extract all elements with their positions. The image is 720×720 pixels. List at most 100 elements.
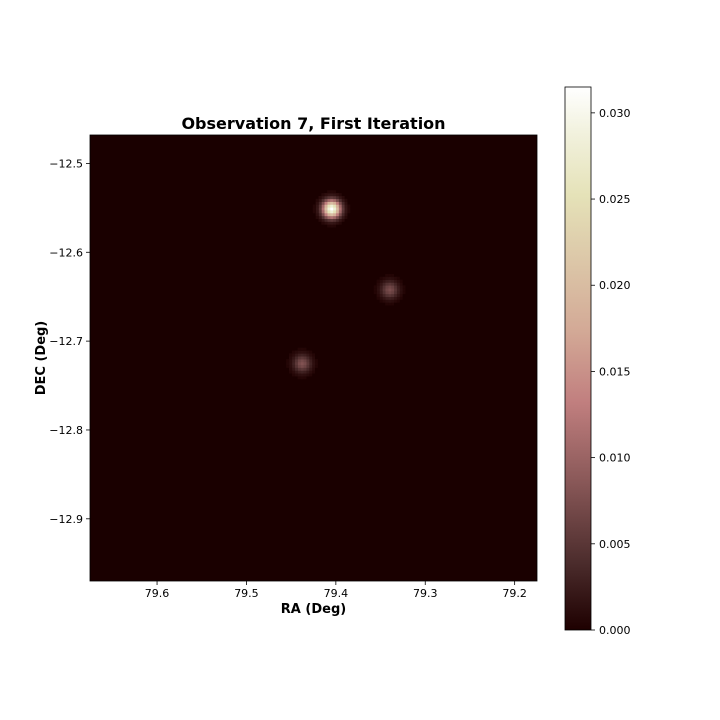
heatmap-pixel — [314, 361, 318, 366]
heatmap-pixel — [399, 291, 403, 295]
x-axis-label: RA (Deg) — [281, 602, 346, 617]
heatmap-pixel — [390, 299, 395, 303]
heatmap-pixel — [324, 221, 328, 225]
heatmap-pixel — [393, 276, 397, 280]
heatmap-pixel — [324, 213, 328, 217]
heatmap-pixel — [311, 367, 316, 371]
heatmap-pixel — [338, 221, 342, 225]
heatmap-pixel — [318, 210, 322, 214]
heatmap-pixel — [388, 302, 392, 306]
heatmap-pixel — [311, 353, 316, 357]
heatmap-pixel — [303, 347, 307, 351]
heatmap-pixel — [309, 364, 313, 368]
heatmap-pixel — [388, 282, 392, 286]
heatmap-pixel — [324, 215, 328, 219]
colorbar-tick-label: 0.020 — [599, 279, 631, 292]
heatmap-pixel — [309, 353, 313, 357]
heatmap-pixel — [379, 296, 383, 300]
x-tick-label: 79.5 — [234, 587, 259, 600]
heatmap-pixel — [327, 210, 331, 214]
heatmap-pixel — [297, 350, 301, 354]
heatmap-pixel — [324, 218, 328, 222]
heatmap-pixel — [385, 276, 389, 280]
heatmap-pixel — [379, 288, 383, 292]
heatmap-pixel — [329, 201, 334, 205]
heatmap-pixel — [332, 218, 336, 222]
heatmap-pixel — [393, 279, 397, 283]
heatmap-pixel — [329, 198, 334, 202]
heatmap-pixel — [341, 210, 345, 214]
heatmap-pixel — [373, 285, 377, 289]
heatmap-pixel — [318, 195, 322, 200]
heatmap-pixel — [388, 291, 392, 295]
heatmap-pixel — [382, 279, 386, 283]
heatmap-pixel — [344, 198, 348, 202]
heatmap-pixel — [318, 207, 322, 211]
heatmap-pixel — [373, 291, 377, 295]
heatmap-pixel — [312, 204, 316, 208]
heatmap-pixel — [385, 273, 389, 278]
heatmap-pixel — [294, 356, 298, 360]
heatmap-pixel — [303, 350, 307, 354]
heatmap-pixel — [344, 207, 348, 211]
plot-area — [89, 134, 538, 582]
heatmap-pixel — [291, 361, 296, 366]
heatmap-pixel — [300, 356, 304, 360]
heatmap-pixel — [297, 359, 301, 363]
heatmap-pixel — [291, 359, 296, 363]
heatmap-pixel — [393, 282, 397, 286]
heatmap-image — [286, 190, 406, 380]
heatmap-pixel — [382, 285, 386, 289]
heatmap-pixel — [303, 359, 307, 363]
heatmap-pixel — [327, 218, 331, 222]
heatmap-pixel — [332, 215, 336, 219]
heatmap-pixel — [327, 190, 331, 194]
heatmap-pixel — [309, 370, 313, 374]
heatmap-pixel — [382, 296, 386, 300]
heatmap-pixel — [379, 279, 383, 283]
heatmap-pixel — [327, 195, 331, 200]
heatmap-pixel — [376, 296, 380, 300]
heatmap-pixel — [388, 299, 392, 303]
heatmap-pixel — [297, 356, 301, 360]
heatmap-pixel — [300, 353, 304, 357]
heatmap-pixel — [294, 359, 298, 363]
heatmap-pixel — [321, 198, 325, 202]
heatmap-pixel — [341, 195, 345, 200]
heatmap-pixel — [399, 285, 403, 289]
heatmap-pixel — [306, 364, 310, 368]
heatmap-pixel — [306, 350, 310, 354]
heatmap-pixel — [382, 288, 386, 292]
heatmap-pixel — [315, 215, 319, 219]
heatmap-pixel — [321, 195, 325, 200]
heatmap-pixel — [294, 373, 298, 377]
heatmap-pixel — [388, 296, 392, 300]
heatmap-pixel — [294, 370, 298, 374]
y-tick-label: −12.9 — [49, 513, 83, 526]
heatmap-pixel — [382, 293, 386, 297]
heatmap-pixel — [303, 356, 307, 360]
colorbar-axis: 0.000 0.005 0.010 0.015 0.020 0.025 0.030 — [591, 107, 631, 637]
heatmap-pixel — [335, 193, 339, 197]
heatmap-pixel — [332, 213, 336, 217]
heatmap-pixel — [306, 370, 310, 374]
heatmap-pixel — [385, 293, 389, 297]
heatmap-pixel — [315, 204, 319, 208]
heatmap-pixel — [338, 207, 342, 211]
heatmap-pixel — [396, 293, 400, 297]
heatmap-pixel — [379, 291, 383, 295]
heatmap-pixel — [338, 201, 342, 205]
heatmap-pixel — [327, 224, 331, 228]
heatmap-pixel — [341, 201, 345, 205]
heatmap-pixel — [385, 288, 389, 292]
heatmap-pixel — [396, 288, 400, 292]
heatmap-pixel — [396, 276, 400, 280]
heatmap-pixel — [402, 288, 406, 292]
heatmap-pixel — [286, 361, 290, 366]
heatmap-pixel — [388, 276, 392, 280]
heatmap-pixel — [300, 350, 304, 354]
heatmap-pixel — [382, 299, 386, 303]
x-axis: 79.6 79.5 79.4 79.3 79.2 — [145, 581, 527, 600]
heatmap-pixel — [335, 221, 339, 225]
heatmap-pixel — [286, 359, 290, 363]
